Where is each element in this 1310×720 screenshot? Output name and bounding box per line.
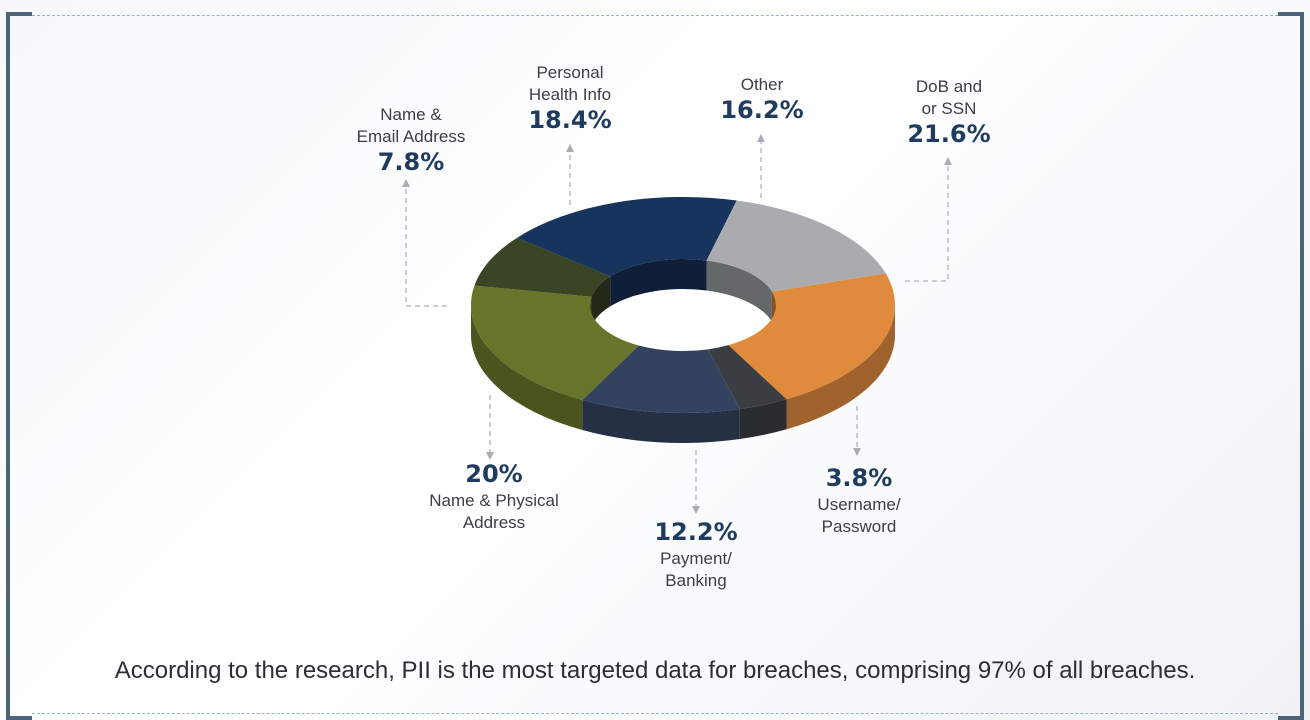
leader-arrow-dob-and-or-ssn [944, 157, 952, 165]
top-dashed-rule [32, 15, 1278, 16]
slice-top-other [706, 200, 886, 292]
donut-side-walls [471, 305, 895, 444]
slice-side-name-physical-address [471, 305, 583, 431]
slice-value: 18.4% [528, 106, 611, 134]
slice-label-name-physical-address: 20% Name & Physical Address [429, 460, 558, 532]
slice-name-line: Health Info [529, 85, 611, 104]
slice-name-line: Banking [665, 571, 726, 590]
slice-top-dob-and-or-ssn [728, 273, 895, 400]
slice-value: 21.6% [907, 120, 990, 148]
slice-label-name-email-address: Name & Email Address 7.8% [357, 105, 466, 176]
slice-labels: DoB and or SSN 21.6% 3.8% Username/Password 1… [357, 63, 991, 590]
leader-arrow-name-email-address [402, 179, 410, 187]
slice-label-dob-and-or-ssn: DoB and or SSN 21.6% [907, 77, 990, 148]
slice-value: 7.8% [378, 148, 445, 176]
slice-value: 12.2% [654, 518, 737, 546]
slice-label-payment-banking: 12.2% Payment/Banking [654, 518, 737, 590]
leader-line-dob-and-or-ssn [905, 163, 949, 282]
slice-label-other: Other 16.2% [720, 75, 803, 124]
slice-name-line: Email Address [357, 127, 466, 146]
slice-value: 16.2% [720, 96, 803, 124]
slice-label-personal-health-info: Personal Health Info 18.4% [528, 63, 611, 134]
slice-side-username-password [739, 399, 787, 440]
slice-name-line: or SSN [922, 99, 977, 118]
slice-label-username-password: 3.8% Username/Password [817, 464, 900, 536]
leader-line-name-email-address [405, 185, 447, 307]
leader-arrow-name-physical-address [486, 452, 494, 460]
slice-side-payment-banking [582, 400, 740, 444]
slice-value: 3.8% [826, 464, 893, 492]
slice-name-line: Password [822, 517, 897, 536]
slice-inner-wall-personal-health-info [610, 259, 707, 307]
donut-chart: DoB and or SSN 21.6% 3.8% Username/Password 1… [357, 63, 991, 590]
slice-top-name-physical-address [471, 285, 639, 401]
slice-value: 20% [465, 460, 522, 488]
slice-name-line: Other [741, 75, 784, 94]
slice-name-line: Name & [380, 105, 442, 124]
slice-name-line: Name & Physical [429, 491, 558, 510]
leader-arrow-personal-health-info [566, 144, 574, 152]
slice-top-payment-banking [582, 345, 740, 413]
slice-name-line: Personal [536, 63, 603, 82]
leader-arrow-payment-banking [692, 506, 700, 514]
slice-top-personal-health-info [516, 197, 737, 277]
slice-name-line: Payment/ [660, 549, 732, 568]
slice-side-dob-and-or-ssn [786, 305, 895, 430]
right-frame-bracket [1278, 12, 1304, 720]
slice-inner-wall-name-email-address [591, 276, 611, 327]
slice-name-line: Username/ [817, 495, 900, 514]
bottom-dashed-rule [32, 713, 1278, 714]
slice-inner-wall-other [706, 260, 772, 322]
slice-top-username-password [707, 345, 787, 410]
leader-arrow-username-password [853, 448, 861, 456]
slice-name-line: Address [463, 513, 525, 532]
leader-arrow-other [757, 134, 765, 142]
donut-top-faces [471, 197, 895, 413]
leader-lines [402, 134, 952, 514]
slice-top-name-email-address [474, 237, 611, 297]
caption-text: According to the research, PII is the mo… [114, 657, 1196, 684]
slice-name-line: DoB and [916, 77, 982, 96]
left-frame-bracket [6, 12, 32, 720]
